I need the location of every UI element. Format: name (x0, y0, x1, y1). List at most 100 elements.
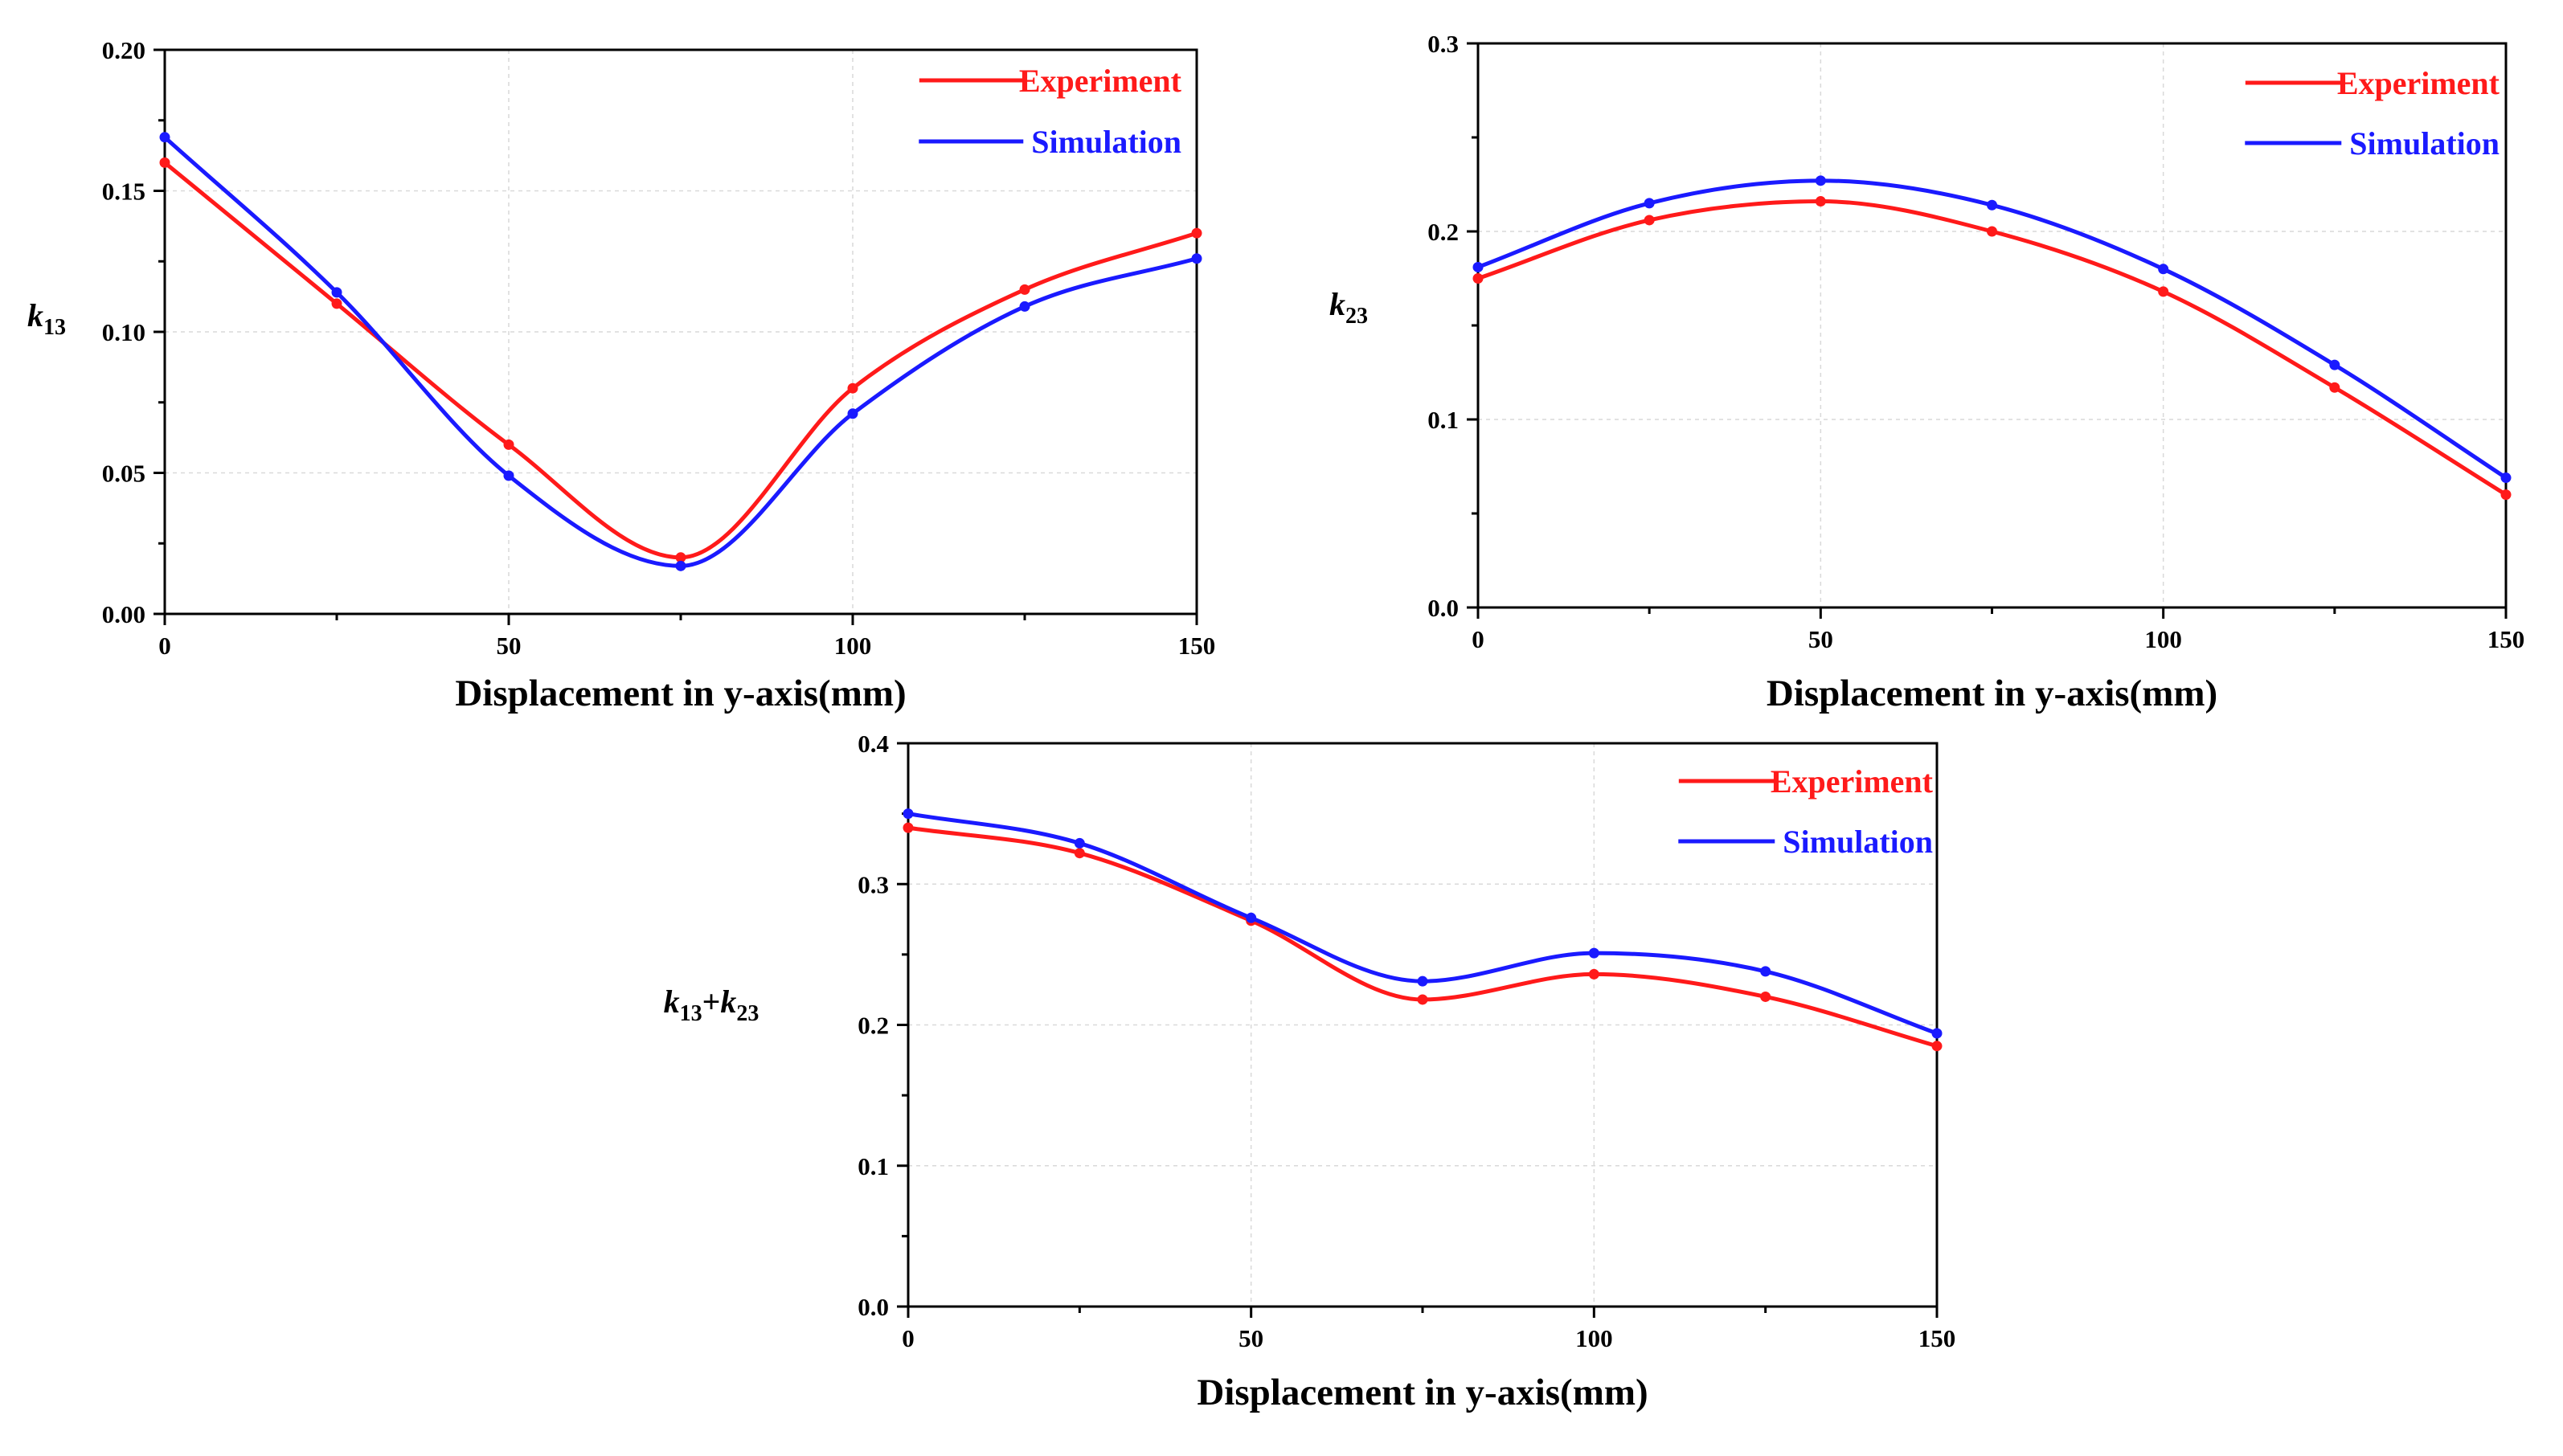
y-tick-label: 0.10 (102, 318, 145, 346)
y-label-symbol: k (27, 297, 43, 333)
plot-frame (163, 48, 1198, 616)
y-axis-label: k13+k23 (664, 984, 759, 1026)
simulation-point (1760, 966, 1771, 977)
axis-ticks (154, 48, 1198, 625)
x-tick-label: 0 (158, 632, 171, 660)
experiment-point (159, 157, 170, 168)
experiment-point (1815, 196, 1826, 207)
chart-k13-plus-k23: 0 50 100 150 0.0 0.1 0.2 0.3 0.4 Displacement in … (664, 730, 1956, 1413)
y-axis-label: k13 (27, 297, 66, 340)
x-tick-label: 100 (2144, 625, 2182, 653)
legend-item-simulation: Simulation (1678, 824, 1933, 860)
y-tick-label: 0.1 (1427, 406, 1459, 434)
experiment-point (1931, 1041, 1943, 1052)
experiment-point (331, 298, 342, 309)
x-tick-label: 0 (902, 1324, 915, 1352)
simulation-point (2158, 264, 2169, 275)
legend-item-simulation: Simulation (919, 124, 1181, 160)
legend-item-simulation: Simulation (2245, 125, 2500, 162)
y-label-symbol-2: k (720, 984, 736, 1020)
simulation-point (1417, 975, 1428, 987)
simulation-point (1472, 261, 1484, 272)
y-label-subscript: 23 (1345, 304, 1368, 329)
legend-item-experiment: Experiment (2245, 65, 2500, 101)
x-tick-label: 50 (1808, 625, 1833, 653)
experiment-line (163, 161, 1198, 560)
y-tick-label: 0.00 (102, 600, 145, 628)
y-tick-label: 0.05 (102, 460, 145, 488)
experiment-point (1019, 284, 1030, 295)
simulation-point (1931, 1028, 1943, 1039)
plot-frame (907, 742, 1939, 1308)
simulation-point (1019, 301, 1030, 312)
simulation-point (2329, 359, 2340, 370)
simulation-point (1644, 198, 1655, 209)
y-tick-label: 0.4 (858, 730, 889, 758)
simulation-point (1074, 837, 1085, 849)
legend-label: Experiment (2337, 65, 2500, 101)
simulation-point (2500, 472, 2512, 484)
y-tick-label: 0.3 (858, 870, 889, 898)
experiment-line (1477, 199, 2508, 497)
y-label-subscript: 13 (43, 315, 66, 340)
series-experiment (159, 157, 1202, 563)
gridlines (1478, 43, 2506, 607)
simulation-point (1191, 253, 1202, 264)
experiment-point (1588, 968, 1599, 980)
simulation-point (1246, 912, 1257, 923)
x-axis-title: Displacement in y-axis(mm) (1197, 1372, 1648, 1413)
experiment-point (1074, 848, 1085, 859)
simulation-point (1588, 947, 1599, 959)
legend-label: Experiment (1771, 763, 1934, 800)
simulation-point (675, 560, 686, 571)
simulation-point (503, 470, 514, 481)
y-label-subscript-2: 23 (736, 1001, 759, 1026)
simulation-point (331, 287, 342, 298)
series-simulation (159, 132, 1202, 571)
y-label-plus: + (702, 984, 721, 1020)
x-tick-label: 50 (497, 632, 522, 660)
series-simulation (903, 808, 1943, 1039)
experiment-point (2158, 286, 2169, 297)
y-tick-label: 0.0 (1427, 594, 1459, 622)
series-experiment (1472, 196, 2512, 501)
series-simulation (1472, 175, 2512, 484)
x-tick-label: 150 (1178, 632, 1216, 660)
plot-frame (1476, 42, 2508, 609)
axis-ticks (897, 742, 1939, 1318)
y-tick-label: 0.20 (102, 36, 145, 64)
legend-label: Simulation (1031, 124, 1181, 160)
experiment-point (1191, 227, 1202, 239)
simulation-point (847, 408, 858, 419)
y-tick-label: 0.0 (858, 1293, 889, 1321)
experiment-point (675, 552, 686, 563)
experiment-point (2500, 489, 2512, 501)
experiment-point (1472, 273, 1484, 284)
gridlines (165, 50, 1197, 614)
simulation-point (159, 132, 170, 143)
chart-k23: 0 50 100 150 0.0 0.1 0.2 0.3 Displacement in y-a… (1329, 30, 2524, 714)
y-tick-label: 0.2 (1427, 218, 1459, 246)
experiment-point (1760, 991, 1771, 1002)
experiment-point (1644, 215, 1655, 226)
gridlines (908, 743, 1937, 1307)
simulation-point (903, 808, 914, 820)
experiment-point (1987, 226, 1997, 237)
x-tick-label: 100 (1575, 1324, 1613, 1352)
legend-label: Experiment (1019, 63, 1182, 99)
experiment-point (503, 439, 514, 450)
experiment-point (1417, 994, 1428, 1005)
simulation-point (1815, 175, 1826, 186)
y-tick-label: 0.1 (858, 1152, 889, 1180)
y-axis-label: k23 (1329, 286, 1368, 329)
experiment-line (907, 825, 1938, 1049)
x-tick-label: 50 (1239, 1324, 1263, 1352)
experiment-point (847, 382, 858, 394)
chart-k13: 0 50 100 150 0.00 0.05 0.10 0.15 0.20 Displacemen… (27, 36, 1215, 714)
y-label-symbol: k (1329, 286, 1345, 322)
x-tick-label: 150 (2487, 625, 2525, 653)
legend-item-experiment: Experiment (1678, 763, 1934, 800)
y-label-subscript: 13 (680, 1001, 702, 1026)
experiment-point (903, 822, 914, 833)
